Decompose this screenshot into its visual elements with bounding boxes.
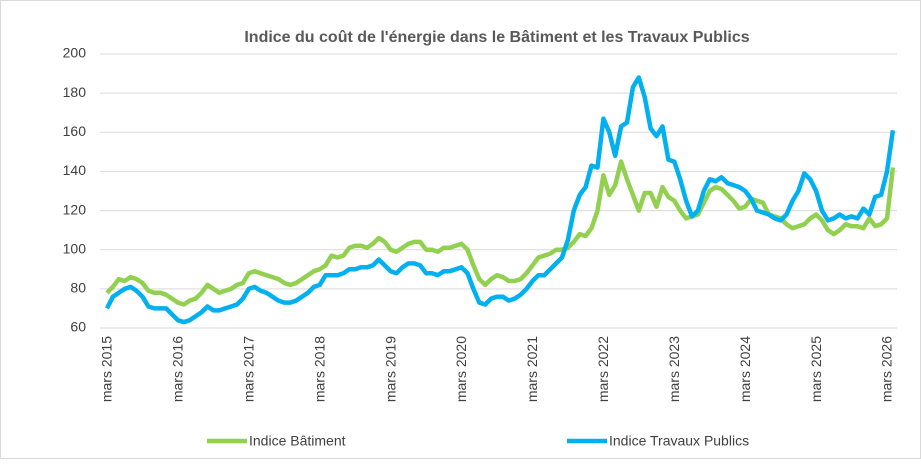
y-tick-label: 140 <box>63 162 87 178</box>
y-tick-label: 160 <box>63 123 87 139</box>
x-tick-label: mars 2022 <box>595 336 611 402</box>
y-tick-label: 80 <box>70 280 86 296</box>
x-tick-label: mars 2025 <box>808 336 824 402</box>
x-tick-label: mars 2021 <box>524 336 540 402</box>
y-tick-label: 60 <box>70 319 86 335</box>
legend-label: Indice Travaux Publics <box>609 433 749 449</box>
legend-label: Indice Bâtiment <box>249 433 346 449</box>
y-tick-label: 120 <box>63 201 87 217</box>
x-tick-label: mars 2015 <box>99 336 115 402</box>
x-tick-label: mars 2024 <box>737 336 753 402</box>
x-tick-label: mars 2020 <box>453 336 469 402</box>
x-tick-label: mars 2017 <box>241 336 257 402</box>
y-tick-label: 200 <box>63 45 87 61</box>
chart-title: Indice du coût de l'énergie dans le Bâti… <box>244 29 749 46</box>
x-tick-label: mars 2023 <box>666 336 682 402</box>
x-tick-label: mars 2016 <box>170 336 186 402</box>
x-tick-label: mars 2026 <box>879 336 895 402</box>
y-tick-label: 100 <box>63 240 87 256</box>
series-line <box>105 159 896 307</box>
x-tick-label: mars 2019 <box>382 336 398 402</box>
y-tick-label: 180 <box>63 84 87 100</box>
series-line <box>104 75 896 325</box>
x-tick-label: mars 2018 <box>311 336 327 402</box>
